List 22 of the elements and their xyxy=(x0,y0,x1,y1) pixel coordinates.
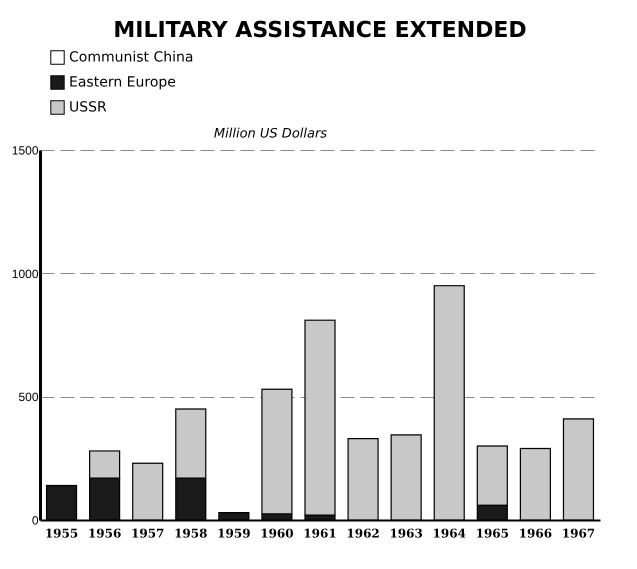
x-tick-label: 1957 xyxy=(130,526,164,540)
chart-title: MILITARY ASSISTANCE EXTENDED xyxy=(113,18,527,43)
y-tick-label: 0 xyxy=(32,514,39,528)
x-tick-label: 1959 xyxy=(217,526,251,540)
x-tick-label: 1966 xyxy=(518,526,552,540)
x-tick-label: 1965 xyxy=(476,526,510,540)
x-tick-label: 1958 xyxy=(174,526,208,540)
x-tick-label: 1960 xyxy=(260,526,294,540)
y-axis-title: Million US Dollars xyxy=(214,126,328,142)
y-tick-label: 1500 xyxy=(12,144,39,158)
x-tick-label: 1956 xyxy=(88,526,122,540)
x-tick-label: 1962 xyxy=(346,526,380,540)
x-tick-label: 1955 xyxy=(44,526,78,540)
legend-label: Eastern Europe xyxy=(69,74,176,90)
x-tick-label: 1964 xyxy=(432,526,466,540)
y-tick-label: 1000 xyxy=(12,266,39,281)
x-tick-label: 1963 xyxy=(389,526,423,540)
y-tick-label: 500 xyxy=(18,390,39,404)
legend-label: USSR xyxy=(69,100,108,116)
legend-label: Communist China xyxy=(69,50,194,66)
x-tick-label: 1961 xyxy=(303,526,337,540)
x-tick-label: 1967 xyxy=(562,526,596,540)
